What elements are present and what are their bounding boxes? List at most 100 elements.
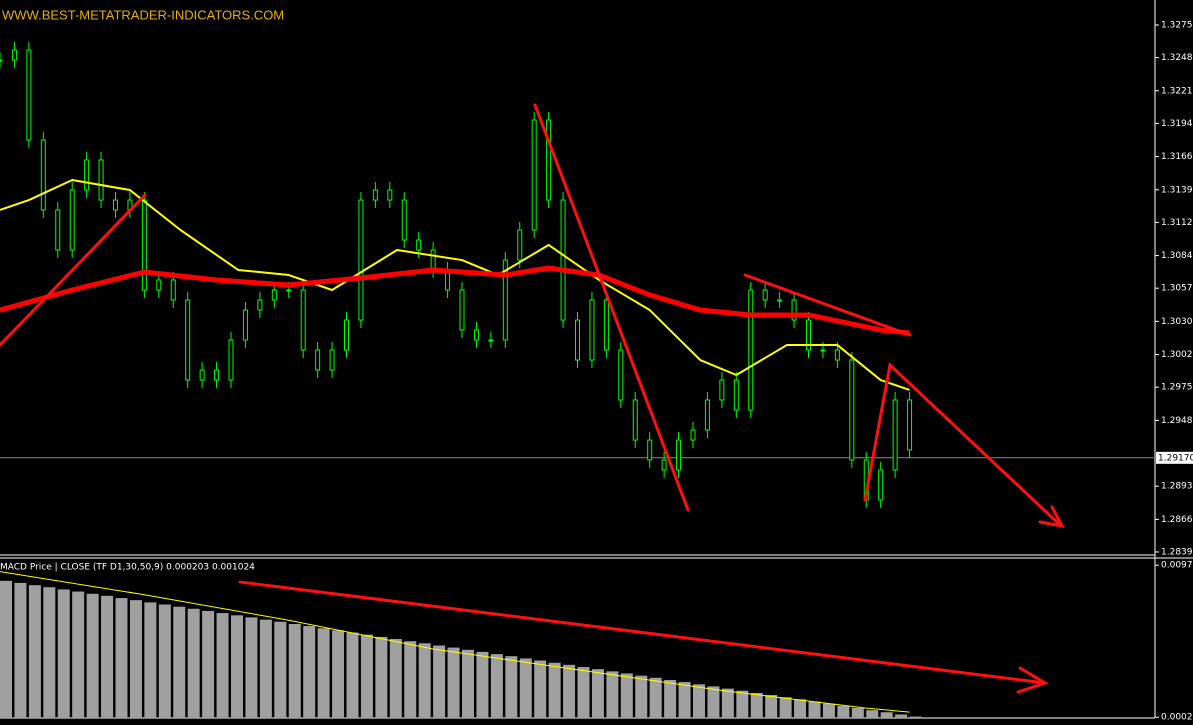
price-candle <box>618 349 624 401</box>
price-candle <box>315 349 321 371</box>
histogram-bar <box>664 679 677 718</box>
price-candle <box>517 229 523 261</box>
price-candle <box>156 279 162 291</box>
histogram-bar <box>779 697 792 718</box>
watermark: WWW.BEST-METATRADER-INDICATORS.COM <box>2 7 284 22</box>
arrowhead <box>1038 505 1065 529</box>
price-candle <box>300 289 306 351</box>
arrowhead <box>1016 666 1049 694</box>
price-candle <box>560 199 566 321</box>
price-candle <box>806 319 811 351</box>
price-candle <box>271 289 277 301</box>
y-tick-label: 1.30575 <box>1161 284 1193 294</box>
histogram-bar <box>909 716 922 718</box>
histogram-bar <box>765 695 778 718</box>
price-candle <box>488 339 494 342</box>
y-tick-label: 1.32210 <box>1161 86 1193 96</box>
current-price-box <box>1156 451 1193 464</box>
histogram-bar <box>577 667 590 718</box>
histogram-bar <box>14 582 27 718</box>
price-candle <box>228 339 234 381</box>
y-tick-label: 1.28935 <box>1161 482 1193 492</box>
price-candle <box>531 119 537 231</box>
histogram-bar <box>866 710 879 718</box>
histogram-bar <box>736 690 749 718</box>
histogram-bar <box>591 669 604 718</box>
histogram-bar <box>635 675 648 718</box>
price-candle <box>98 159 104 201</box>
price-candle <box>372 189 378 201</box>
price-candle <box>704 399 710 431</box>
price-candle <box>55 209 61 251</box>
histogram-bar <box>794 699 807 718</box>
trendline <box>533 103 690 512</box>
y-tick-label: 1.31940 <box>1161 119 1193 129</box>
histogram-bar <box>693 684 705 718</box>
histogram-bar <box>678 682 691 718</box>
histogram-bar <box>158 604 171 718</box>
y-tick-label: 0.00975 <box>1161 561 1193 571</box>
histogram-bar <box>187 608 200 718</box>
price-candle <box>834 349 840 361</box>
histogram-bar <box>245 617 258 718</box>
price-candle <box>170 279 176 301</box>
price-candle <box>141 199 147 291</box>
price-candle <box>257 299 263 311</box>
y-tick-label: 0.00023 <box>1161 713 1193 723</box>
price-candle <box>502 259 508 341</box>
histogram-bar <box>57 589 70 718</box>
histogram-bar <box>389 638 402 718</box>
histogram-bar <box>447 647 460 718</box>
histogram-bar <box>822 703 835 718</box>
price-candle <box>690 429 696 441</box>
histogram-bar <box>115 598 128 718</box>
trendline <box>863 362 1062 527</box>
signal-line <box>0 571 910 713</box>
price-candle <box>820 349 826 352</box>
price-candle <box>777 299 783 302</box>
price-candle <box>473 329 479 341</box>
y-tick-label: 1.31665 <box>1161 152 1193 162</box>
histogram-bar <box>534 660 547 718</box>
price-candle <box>113 199 118 211</box>
price-candle <box>242 309 248 341</box>
histogram-bar <box>303 626 316 718</box>
histogram-bar <box>880 712 893 718</box>
histogram-bar <box>43 587 56 718</box>
y-tick-label: 1.29755 <box>1161 383 1193 393</box>
histogram-bar <box>721 688 734 718</box>
histogram-bar <box>332 630 345 718</box>
moving-average <box>0 265 910 336</box>
price-candle <box>907 399 913 451</box>
y-tick-label: 1.30300 <box>1161 317 1193 327</box>
histogram-bar <box>375 636 388 718</box>
histogram-bar <box>476 651 489 718</box>
y-tick-label: 1.31390 <box>1161 185 1193 195</box>
histogram-bar <box>173 606 186 718</box>
macd-panel: 0.00975 0.00023 <box>0 561 1193 723</box>
y-tick-label: 1.32485 <box>1161 53 1193 63</box>
price-candle <box>358 199 364 321</box>
price-candle <box>214 369 220 381</box>
histogram-bar <box>505 656 518 718</box>
price-candle <box>603 299 609 351</box>
price-candle <box>344 319 349 351</box>
price-candle <box>892 399 898 471</box>
price-candle <box>286 289 292 292</box>
histogram-bar <box>707 686 720 718</box>
y-tick-label: 1.29480 <box>1161 416 1193 426</box>
histogram-bar <box>0 580 12 718</box>
price-candle <box>84 159 90 191</box>
price-candle <box>329 349 335 371</box>
price-candle <box>459 289 465 331</box>
histogram-bar <box>750 692 763 718</box>
price-candle <box>762 289 768 301</box>
indicator-label: MACD Price | CLOSE (TF D1,30,50,9) 0.000… <box>0 563 255 573</box>
price-candle <box>401 199 407 241</box>
histogram-bar <box>360 634 373 718</box>
price-candle <box>647 439 653 461</box>
price-candle <box>676 439 682 471</box>
trendline <box>743 273 912 337</box>
price-candle <box>878 469 884 501</box>
